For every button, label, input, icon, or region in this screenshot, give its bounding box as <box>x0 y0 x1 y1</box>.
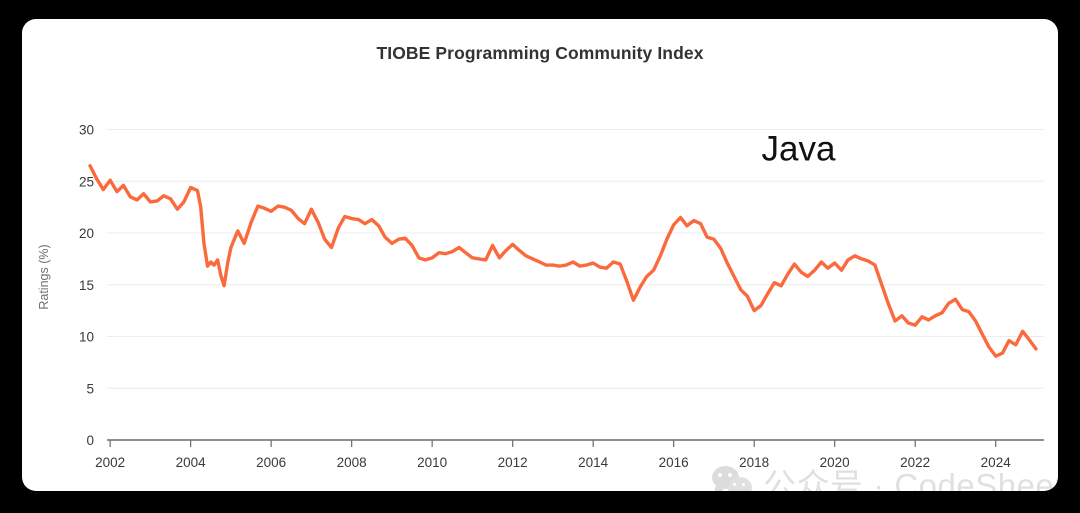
y-tick-label: 25 <box>79 174 94 189</box>
x-tick-label: 2016 <box>659 455 689 470</box>
x-tick-label: 2018 <box>739 455 769 470</box>
y-tick-label: 15 <box>79 278 94 293</box>
x-tick-label: 2008 <box>337 455 367 470</box>
x-tick-label: 2006 <box>256 455 286 470</box>
series-line-java <box>88 164 1038 358</box>
x-tick-label: 2004 <box>176 455 207 470</box>
y-tick-label: 0 <box>86 433 94 448</box>
x-tick-label: 2024 <box>981 455 1012 470</box>
gridlines-group <box>107 129 1044 441</box>
y-tick-label: 10 <box>79 330 94 345</box>
x-tick-label: 2002 <box>95 455 125 470</box>
line-chart: 0 5 10 15 20 25 30 2002 2004 2006 2008 2010 2012 201… <box>37 123 1044 470</box>
x-tick-labels-group: 2002 2004 2006 2008 2010 2012 2014 2016 2018 2020… <box>95 455 1011 470</box>
chart-card: TIOBE Programming Community Index 0 5 10 15… <box>22 19 1058 491</box>
series-annotation-java: Java <box>761 130 835 169</box>
x-tick-label: 2022 <box>900 455 930 470</box>
y-tick-label: 5 <box>86 381 94 396</box>
x-tick-label: 2020 <box>820 455 850 470</box>
x-tick-label: 2014 <box>578 455 609 470</box>
x-tick-label: 2010 <box>417 455 447 470</box>
x-tick-label: 2012 <box>498 455 528 470</box>
y-axis-label: Ratings (%) <box>37 244 51 309</box>
x-tick-marks-group <box>109 440 997 447</box>
y-tick-labels-group: 0 5 10 15 20 25 30 <box>79 123 94 448</box>
y-tick-label: 30 <box>79 123 94 138</box>
y-tick-label: 20 <box>79 226 94 241</box>
plot-area: 0 5 10 15 20 25 30 2002 2004 2006 2008 2010 2012 201… <box>22 19 1058 491</box>
page-title: TIOBE Programming Community Index <box>376 43 704 63</box>
